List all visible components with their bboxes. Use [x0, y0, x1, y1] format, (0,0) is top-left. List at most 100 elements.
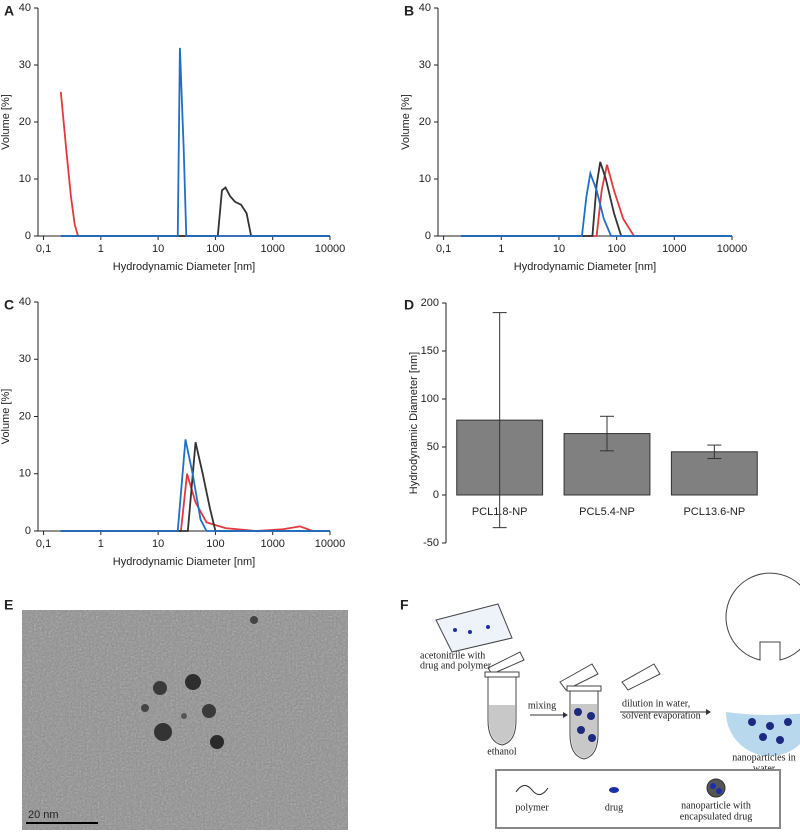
y-tick-label: 100 [421, 393, 439, 405]
series-line [460, 161, 732, 237]
tube-cap [566, 685, 602, 692]
y-tick-label: 20 [419, 116, 431, 128]
nanoparticle [759, 733, 767, 741]
micrograph-panel: E 20 nm [4, 597, 348, 830]
y-axis-label: Volume [%] [400, 94, 412, 150]
legend-drug-icon [609, 787, 619, 793]
series-line [60, 47, 330, 237]
y-tick-label: 30 [419, 59, 431, 71]
panel-label: C [4, 297, 14, 313]
y-tick-label: 0 [425, 230, 431, 242]
x-tick-label: 1 [98, 538, 104, 550]
panel-label: F [400, 597, 409, 613]
legend-label: drug [605, 802, 623, 813]
x-axis-label: Hydrodynamic Diameter [nm] [113, 261, 255, 273]
x-tick-label: 0,1 [36, 243, 51, 255]
y-tick-label: 10 [19, 173, 31, 185]
nanoparticle [577, 726, 585, 734]
nanoparticle [776, 736, 784, 744]
particle [141, 704, 149, 712]
x-tick-label: 1000 [260, 538, 284, 550]
x-axis-label: Hydrodynamic Diameter [nm] [514, 261, 656, 273]
x-tick-label: PCL5.4-NP [579, 506, 635, 518]
y-tick-label: 40 [19, 296, 31, 308]
x-tick-label: 1000 [662, 243, 686, 255]
pipette [559, 663, 599, 691]
drug-dot [453, 628, 457, 632]
step-label: dilution in water, [622, 698, 690, 709]
arrow-head [706, 709, 711, 715]
particle [202, 704, 216, 718]
scale-bar-label: 20 nm [28, 809, 59, 821]
y-tick-label: 50 [427, 441, 439, 453]
arrow-head [563, 712, 568, 718]
y-tick-label: 40 [19, 2, 31, 14]
nanoparticle [748, 718, 756, 726]
drug-dot [486, 625, 490, 629]
step-label: nanoparticles in [732, 752, 796, 763]
micrograph-texture [22, 610, 348, 830]
particle [154, 723, 172, 741]
y-tick-label: -50 [423, 537, 439, 549]
x-tick-label: 0,1 [36, 538, 51, 550]
nanoparticle [587, 712, 595, 720]
particle [250, 616, 258, 624]
tube-cap [484, 671, 520, 678]
pipette [487, 651, 525, 675]
step-label: drug and polymer [420, 660, 492, 671]
y-tick-label: 30 [19, 353, 31, 365]
legend-label: polymer [515, 802, 549, 813]
legend-label: nanoparticle with [681, 800, 751, 811]
series-line [460, 169, 732, 237]
x-tick-label: PCL13.6-NP [683, 506, 745, 518]
series-line [59, 91, 330, 237]
y-tick-label: 20 [19, 116, 31, 128]
legend-nanoparticle-icon [706, 778, 726, 798]
y-tick-label: 10 [419, 173, 431, 185]
x-tick-label: 10 [553, 243, 565, 255]
particle [185, 674, 201, 690]
y-tick-label: 10 [19, 468, 31, 480]
particle [210, 735, 224, 749]
x-tick-label: PCL1.8-NP [472, 506, 528, 518]
y-tick-label: 20 [19, 410, 31, 422]
series-line [60, 186, 330, 237]
series-line [460, 164, 732, 237]
panel-label: A [4, 3, 14, 19]
legend-polymer-icon [515, 785, 549, 795]
step-label: mixing [528, 700, 556, 711]
x-tick-label: 10 [152, 243, 164, 255]
panel-label: B [404, 3, 414, 19]
drug-dot [468, 630, 472, 634]
step-label: ethanol [487, 746, 517, 757]
series-line [60, 473, 330, 532]
x-tick-label: 1 [98, 243, 104, 255]
step-label: solvent evaporation [622, 710, 701, 721]
x-tick-label: 100 [206, 243, 224, 255]
x-tick-label: 10000 [717, 243, 748, 255]
particle [153, 681, 167, 695]
diagram-panel: F acetonitrile with [400, 572, 800, 829]
x-tick-label: 1000 [260, 243, 284, 255]
x-tick-label: 100 [206, 538, 224, 550]
y-axis-label: Hydrodynamic Diameter [nm] [408, 352, 420, 494]
legend-nanoparticle-drug [710, 783, 716, 789]
legend-label: encapsulated drug [680, 811, 752, 822]
y-tick-label: 30 [19, 59, 31, 71]
x-tick-label: 10000 [315, 538, 346, 550]
y-tick-label: 0 [25, 525, 31, 537]
step-label: water [753, 763, 776, 774]
panel-label: D [404, 297, 414, 313]
legend-box [495, 769, 781, 829]
x-tick-label: 10000 [315, 243, 346, 255]
pipette [621, 663, 661, 691]
x-tick-label: 1 [498, 243, 504, 255]
y-axis-label: Volume [%] [0, 94, 12, 150]
nanoparticle [784, 718, 792, 726]
nanoparticle [766, 722, 774, 730]
series-line [60, 439, 330, 532]
panel-label: E [4, 597, 13, 613]
y-tick-label: 150 [421, 345, 439, 357]
y-tick-label: 0 [25, 230, 31, 242]
